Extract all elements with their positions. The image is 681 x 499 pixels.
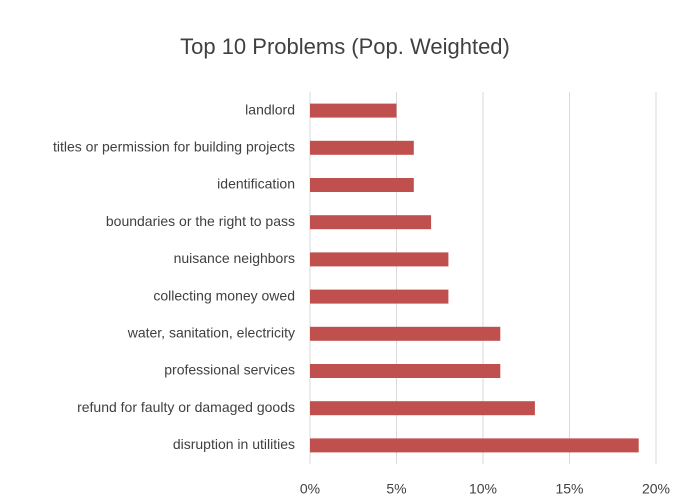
x-tick-label: 10% (469, 481, 497, 497)
x-tick-label: 5% (386, 481, 406, 497)
y-tick-label: refund for faulty or damaged goods (77, 399, 295, 415)
bar (310, 252, 449, 267)
bar (310, 289, 449, 304)
bar (310, 215, 432, 230)
y-tick-label: boundaries or the right to pass (106, 213, 295, 229)
y-tick-label: water, sanitation, electricity (127, 325, 295, 341)
y-tick-label: landlord (245, 101, 295, 117)
y-tick-label: identification (217, 176, 295, 192)
bar (310, 140, 414, 155)
y-tick-label: collecting money owed (153, 287, 295, 303)
chart-title: Top 10 Problems (Pop. Weighted) (180, 34, 510, 59)
bar (310, 364, 501, 378)
x-tick-label: 20% (642, 481, 670, 497)
y-tick-label: nuisance neighbors (174, 250, 295, 266)
x-tick-label: 0% (300, 481, 320, 497)
bar (310, 178, 414, 192)
bar (310, 401, 535, 416)
bar (310, 438, 639, 453)
bar (310, 103, 397, 118)
y-tick-label: titles or permission for building projec… (53, 139, 295, 155)
x-tick-label: 15% (555, 481, 583, 497)
y-tick-label: disruption in utilities (173, 436, 295, 452)
y-tick-label: professional services (164, 362, 295, 378)
bar (310, 326, 501, 341)
